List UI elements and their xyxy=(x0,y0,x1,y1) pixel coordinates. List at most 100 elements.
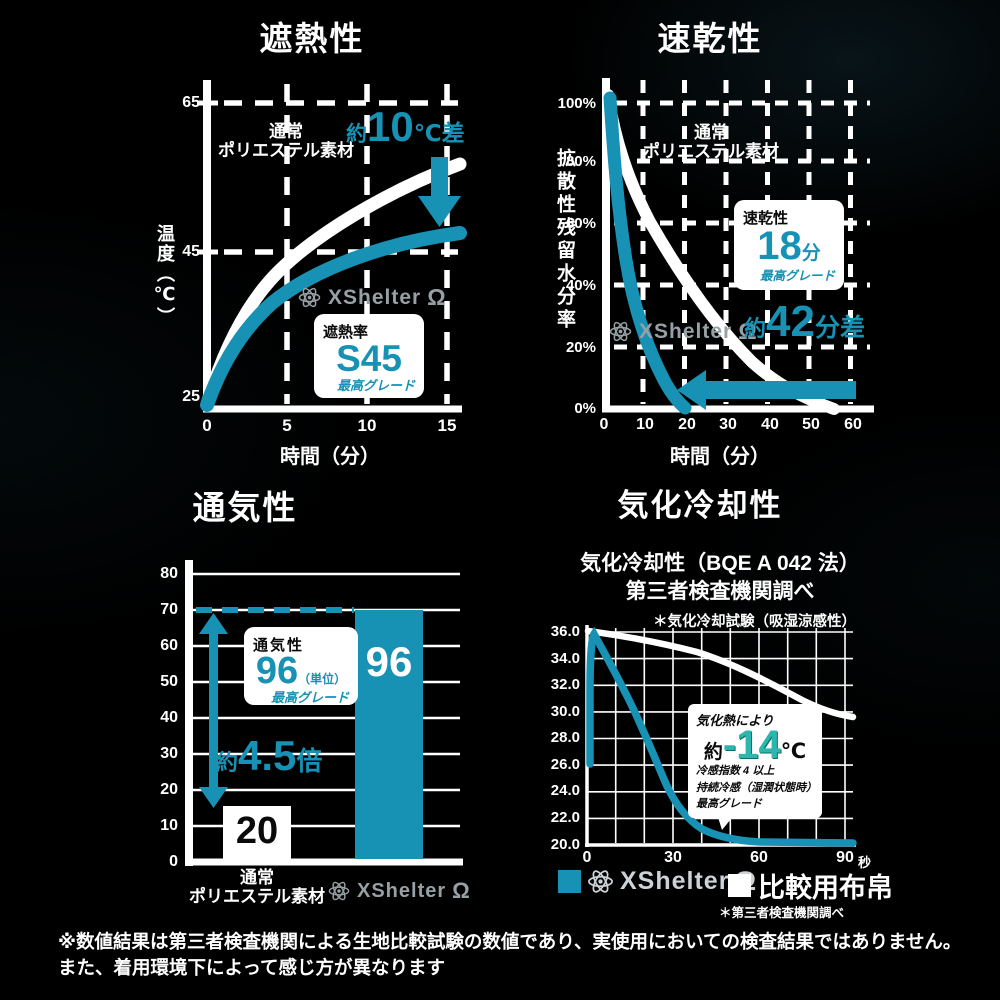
brand-omega: Ω xyxy=(738,318,758,344)
brand-omega: Ω xyxy=(427,284,447,310)
cooling-x-tick: 0 xyxy=(582,849,592,866)
shield-chart-graphics xyxy=(197,80,467,413)
callout-value: -14 xyxy=(722,723,781,767)
legend-normal-label: 比較用布帛 xyxy=(758,873,893,903)
ratio-double-arrow-icon xyxy=(199,613,228,808)
shield-title: 遮熱性 xyxy=(259,20,365,57)
category-label-line: ポリエステル素材 xyxy=(189,887,325,907)
quickdry-x-tick: 20 xyxy=(678,416,696,433)
badge-unit: （単位） xyxy=(298,672,347,686)
disclaimer-line2: また、着用環境下によって感じ方が異なります xyxy=(58,956,446,978)
diff-value: 42 xyxy=(766,297,815,346)
breath-y-tick: 30 xyxy=(160,745,178,762)
shield-rating-badge: 遮熱率 S45 最高グレード xyxy=(314,314,424,398)
cooling-y-tick: 28.0 xyxy=(550,729,580,746)
cooling-y-tick: 24.0 xyxy=(550,782,580,799)
badge-grade: 最高グレード xyxy=(336,378,415,394)
cooling-x-tick: 30 xyxy=(664,849,682,866)
breath-chart-graphics xyxy=(185,560,463,866)
badge-value: S45 xyxy=(336,338,402,379)
shield-y-tick: 65 xyxy=(182,94,200,111)
series-label-line: ポリエステル素材 xyxy=(643,142,779,162)
cooling-x-tick: 60 xyxy=(750,849,768,866)
quickdry-title: 速乾性 xyxy=(657,20,763,57)
breath-y-tick: 0 xyxy=(169,853,178,870)
atom-icon xyxy=(328,881,350,901)
cooling-legend-shelter: XShelter Ω xyxy=(558,866,756,897)
badge-grade: 最高グレード xyxy=(270,690,349,706)
breath-y-tick: 40 xyxy=(160,709,178,726)
shield-grid-dashed xyxy=(224,84,458,404)
quickdry-x-tick: 50 xyxy=(802,416,820,433)
badge-grade: 最高グレード xyxy=(759,269,835,283)
cooling-curve-normal xyxy=(584,627,857,721)
quickdry-x-tick: 10 xyxy=(636,416,654,433)
breath-y-tick: 60 xyxy=(160,637,178,654)
badge-value: 18 xyxy=(757,224,802,268)
breath-rating-badge: 通気性 96 （単位） 最高グレード xyxy=(244,627,358,705)
quickdry-x-tick: 40 xyxy=(761,416,779,433)
quickdry-x-tick: 0 xyxy=(599,416,609,433)
quickdry-y-tick: 60% xyxy=(565,215,596,232)
quickdry-brand-logo: XShelter Ω xyxy=(608,318,758,345)
atom-icon xyxy=(298,287,321,308)
diff-about: 約 xyxy=(744,316,767,341)
shield-series-label-normal: 通常 ポリエステル素材 xyxy=(196,122,376,160)
cooling-y-tick: 30.0 xyxy=(550,703,580,720)
series-label-line: 通常 xyxy=(269,122,303,141)
breath-bar-shelter xyxy=(355,610,423,859)
shield-brand-logo: XShelter Ω xyxy=(297,284,447,311)
shield-diff-annotation: 約 10 ℃差 xyxy=(346,106,465,148)
category-label-line: 通常 xyxy=(240,868,274,887)
cooling-y-tick: 22.0 xyxy=(550,809,580,826)
breath-y-tick: 10 xyxy=(160,817,178,834)
brand-name: XShelter xyxy=(639,319,733,343)
brand-name: XShelter xyxy=(620,867,730,895)
cooling-y-tick: 20.0 xyxy=(550,836,580,853)
brand-name: XShelter xyxy=(328,285,422,309)
quickdry-y-tick: 100% xyxy=(557,95,596,112)
diff-value: 10 xyxy=(367,103,414,150)
callout-about: 約 xyxy=(703,742,723,763)
shield-x-tick: 0 xyxy=(202,416,212,435)
cooling-bottom-note: ＊第三者検査機関調べ xyxy=(718,906,844,920)
breath-y-tick: 20 xyxy=(160,781,178,798)
cooling-y-tick: 26.0 xyxy=(550,756,580,773)
cooling-title: 気化冷却性 xyxy=(617,488,783,523)
diff-unit: 分差 xyxy=(814,314,865,342)
cooling-x-unit: 秒 xyxy=(858,855,872,870)
brand-name: XShelter xyxy=(357,879,447,902)
temp-diff-arrow-icon xyxy=(418,157,461,227)
cooling-subtitle-line1: 気化冷却性（BQE A 042 法） xyxy=(580,552,860,575)
quickdry-x-axis-label: 時間（分） xyxy=(670,446,770,468)
badge-value: 96 xyxy=(255,650,299,692)
callout-line1: 気化熱により xyxy=(696,713,774,728)
series-label-line: 通常 xyxy=(694,123,728,142)
cooling-callout: 気化熱により 約 -14 ℃ 冷感指数 4 以上 持続冷感（湿潤状態時） 最高グ… xyxy=(688,704,822,818)
breath-bar-normal xyxy=(223,806,291,859)
breath-y-tick: 50 xyxy=(160,673,178,690)
cooling-curve-shelter xyxy=(586,626,857,847)
badge-unit: 分 xyxy=(801,243,821,264)
shield-x-tick: 15 xyxy=(437,416,457,435)
quickdry-curve-shelter xyxy=(603,91,692,415)
breath-brand-logo: XShelter Ω xyxy=(327,878,471,904)
breath-ratio-annotation: 約 4.5 倍 xyxy=(216,735,322,778)
breath-y-tick: 80 xyxy=(160,565,178,582)
quickdry-rating-badge: 速乾性 18 分 最高グレード xyxy=(734,200,844,290)
breath-category-label-normal: 通常 ポリエステル素材 xyxy=(168,868,346,906)
quickdry-y-axis-label: 拡散性残留水分率 xyxy=(554,148,575,332)
quickdry-chart-graphics xyxy=(602,78,874,415)
shield-x-axis-label: 時間（分） xyxy=(280,446,380,468)
quickdry-y-tick: 80% xyxy=(565,153,596,170)
breath-bar-value-shelter: 96 xyxy=(365,638,413,685)
shield-y-tick: 45 xyxy=(182,243,200,260)
disclaimer-line1: ※数値結果は第三者検査機関による生地比較試験の数値であり、実使用においての検査結… xyxy=(58,931,962,952)
time-diff-arrow-icon xyxy=(677,370,856,410)
breath-y-tick: 70 xyxy=(160,601,178,618)
cooling-y-tick: 36.0 xyxy=(550,623,580,640)
series-label-line: ポリエステル素材 xyxy=(218,141,354,161)
callout-line5: 最高グレード xyxy=(696,798,762,810)
